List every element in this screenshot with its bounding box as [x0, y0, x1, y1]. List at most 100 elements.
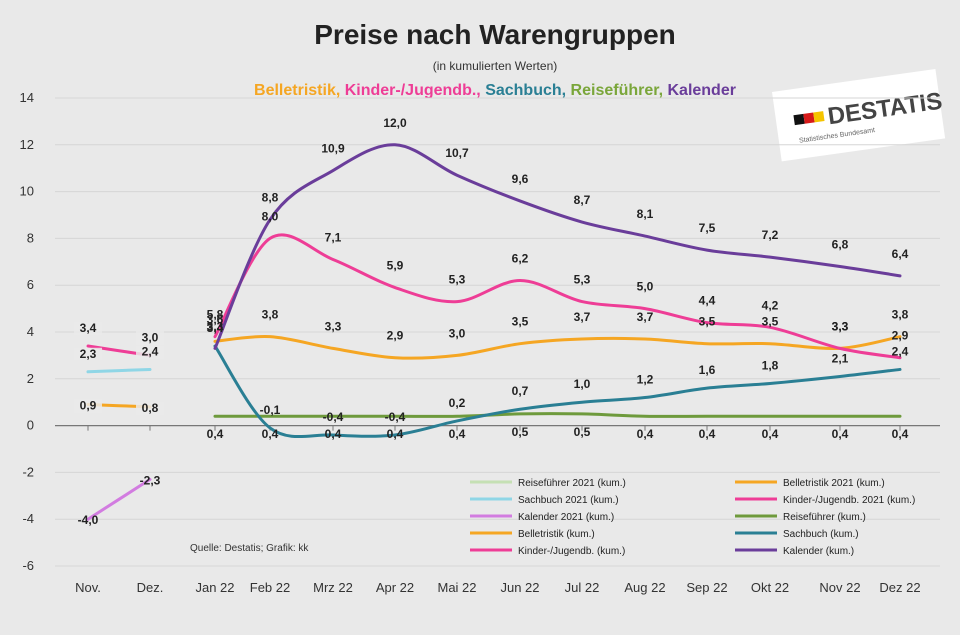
legend-label: Kinder-/Jugendb. 2021 (kum.) — [783, 495, 915, 506]
data-label: -0,4 — [323, 410, 344, 424]
data-label: 0,4 — [325, 427, 342, 441]
data-label-bg — [136, 331, 164, 345]
x-tick-label: Jan 22 — [195, 580, 234, 595]
data-label: 5,0 — [637, 280, 654, 294]
data-label: 0,4 — [699, 427, 716, 441]
y-tick-label: 2 — [27, 371, 34, 386]
series-line — [213, 143, 902, 350]
chart-title: Preise nach Warengruppen — [314, 19, 676, 50]
data-label: 3,5 — [762, 315, 779, 329]
data-label: -2,3 — [140, 473, 161, 487]
data-label: 0,9 — [80, 399, 97, 413]
series-line — [86, 367, 152, 374]
legend-label: Kalender 2021 (kum.) — [518, 512, 614, 523]
destatis-logo: DESTATIS Statistisches Bundesamt — [772, 69, 946, 162]
data-label: 0,4 — [762, 427, 779, 441]
y-tick-label: 6 — [27, 277, 34, 292]
data-label: 3,0 — [142, 330, 159, 344]
data-label: 0,4 — [262, 427, 279, 441]
data-label-bg — [74, 347, 102, 361]
data-label: 5,3 — [574, 273, 591, 287]
data-label: 2,4 — [892, 344, 909, 358]
data-label-bg — [74, 322, 102, 336]
data-label: 3,8 — [262, 308, 279, 322]
legend-label: Sachbuch 2021 (kum.) — [518, 495, 619, 506]
x-tick-label: Nov. — [75, 580, 101, 595]
data-label: 8,1 — [637, 207, 654, 221]
data-label: 3,4 — [80, 321, 97, 335]
category-label: Kalender — [667, 82, 735, 99]
data-label: 6,2 — [512, 252, 529, 266]
data-label: 8,8 — [262, 191, 279, 205]
series-lines — [86, 143, 902, 521]
y-tick-label: 8 — [27, 230, 34, 245]
data-label: 3,3 — [832, 319, 849, 333]
data-label: 0,2 — [449, 396, 466, 410]
data-label: 9,6 — [512, 172, 529, 186]
category-label: Kinder-/Jugendb., — [345, 82, 485, 99]
data-label: 3,3 — [325, 319, 342, 333]
legend-label: Belletristik 2021 (kum.) — [783, 478, 885, 489]
y-tick-label: 14 — [20, 90, 34, 105]
data-label-bg — [74, 399, 102, 413]
data-label: 4,4 — [699, 294, 716, 308]
data-label: 0,4 — [892, 427, 909, 441]
data-labels: 0,9 0,8 2,3 2,4 3,4 3,0 -4,0 -2,3 0,4 0,4 0,4 0,4 0,… — [74, 116, 909, 527]
category-label: Belletristik, — [254, 82, 345, 99]
data-label: 7,2 — [762, 228, 779, 242]
data-label: 0,4 — [637, 427, 654, 441]
data-label-bg — [136, 345, 164, 359]
category-label: Sachbuch, — [485, 82, 570, 99]
data-label: 5,9 — [387, 259, 404, 273]
data-label: 1,0 — [574, 377, 591, 391]
legend-label: Belletristik (kum.) — [518, 529, 595, 540]
data-label: 7,5 — [699, 221, 716, 235]
legend-label: Sachbuch (kum.) — [783, 529, 859, 540]
x-tick-label: Nov 22 — [819, 580, 860, 595]
data-label: 5,8 — [207, 308, 224, 322]
data-label: 3,8 — [892, 308, 909, 322]
y-tick-label: -4 — [22, 511, 34, 526]
axes: -6 -4 -2 0 2 4 6 8 10 12 14 Nov. Dez. Jan 22 Feb 22 Mrz… — [20, 90, 921, 595]
legend-label: Kinder-/Jugendb. (kum.) — [518, 546, 625, 557]
data-label: 0,5 — [512, 425, 529, 439]
category-label: Reiseführer, — [571, 82, 668, 99]
y-tick-label: 12 — [20, 137, 34, 152]
legend-label: Reiseführer (kum.) — [783, 512, 866, 523]
legend-label: Kalender (kum.) — [783, 546, 854, 557]
data-label: 0,5 — [574, 425, 591, 439]
data-label: 2,9 — [387, 329, 404, 343]
x-tick-label: Dez 22 — [879, 580, 920, 595]
x-tick-label: Okt 22 — [751, 580, 789, 595]
data-label: 3,6 — [207, 312, 224, 326]
y-tick-label: 10 — [20, 184, 34, 199]
data-label-bg — [136, 401, 164, 415]
legend-label: Reiseführer 2021 (kum.) — [518, 478, 626, 489]
data-label: 0,4 — [449, 427, 466, 441]
y-tick-label: 0 — [27, 418, 34, 433]
data-label: 0,4 — [207, 427, 224, 441]
data-label: 6,8 — [832, 237, 849, 251]
data-label: 3,7 — [574, 310, 591, 324]
y-tick-label: -6 — [22, 558, 34, 573]
data-label: 3,5 — [512, 315, 529, 329]
data-label: 7,1 — [325, 230, 342, 244]
data-label: -4,0 — [78, 513, 99, 527]
data-label: 8,7 — [574, 193, 591, 207]
source-note: Quelle: Destatis; Grafik: kk — [190, 543, 309, 554]
data-label: 3,4 — [207, 321, 224, 335]
data-label: 3,3 — [832, 319, 849, 333]
x-tick-label: Apr 22 — [376, 580, 414, 595]
x-tick-label: Mai 22 — [437, 580, 476, 595]
x-tick-label: Jun 22 — [500, 580, 539, 595]
x-tick-label: Aug 22 — [624, 580, 665, 595]
chart-subtitle: (in kumulierten Werten) — [433, 59, 558, 73]
data-label: 1,2 — [637, 373, 654, 387]
data-label: 1,6 — [699, 363, 716, 377]
x-tick-label: Jul 22 — [565, 580, 600, 595]
data-label: 3,0 — [449, 326, 466, 340]
category-line: Belletristik, Kinder-/Jugendb., Sachbuch… — [254, 82, 736, 99]
data-label: 5,3 — [449, 273, 466, 287]
data-label: 4,2 — [762, 298, 779, 312]
